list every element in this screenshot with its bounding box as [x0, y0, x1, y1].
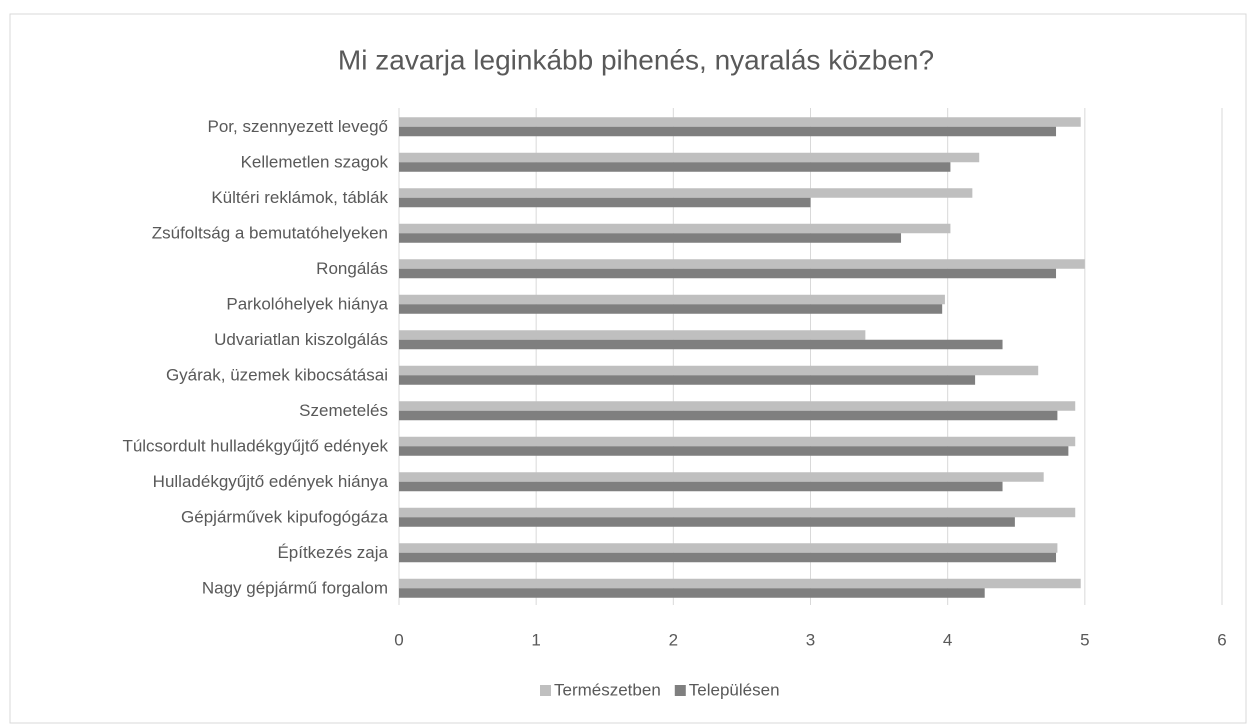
y-tick-label: Szemetelés: [299, 401, 388, 420]
y-tick-label: Gyárak, üzemek kibocsátásai: [166, 366, 388, 385]
bar: [399, 223, 951, 234]
bar: [399, 304, 943, 314]
y-tick-label: Túlcsordult hulladékgyűjtő edények: [122, 437, 388, 456]
bar: [399, 117, 1081, 127]
bar: [399, 446, 1069, 456]
bar: [399, 294, 945, 305]
bar: [399, 339, 1003, 350]
y-tick-label: Por, szennyezett levegő: [207, 117, 388, 136]
bar: [399, 162, 951, 172]
legend-swatch: [674, 685, 686, 696]
bar: [399, 375, 976, 385]
y-tick-label: Nagy gépjármű forgalom: [202, 579, 388, 598]
bar: [399, 197, 811, 208]
x-tick-label: 0: [394, 630, 403, 649]
legend-swatch: [540, 685, 551, 696]
bar: [399, 436, 1076, 447]
x-tick-label: 5: [1080, 630, 1089, 649]
bar: [399, 233, 902, 243]
x-tick-label: 2: [669, 630, 678, 649]
y-tick-label: Építkezés zaja: [277, 543, 388, 562]
bar: [399, 481, 1003, 492]
bar: [399, 126, 1057, 137]
bar: [399, 507, 1076, 518]
y-tick-label: Hulladékgyűjtő edények hiánya: [153, 472, 389, 491]
bar: [399, 472, 1044, 482]
bar: [399, 552, 1057, 563]
x-tick-label: 3: [806, 630, 815, 649]
y-tick-label: Kellemetlen szagok: [241, 153, 389, 172]
bar: [399, 365, 1039, 376]
bar: [399, 152, 980, 163]
bar: [399, 588, 985, 598]
y-tick-label: Rongálás: [316, 259, 388, 278]
x-tick-label: 6: [1217, 630, 1226, 649]
legend-label: Településen: [689, 680, 780, 699]
bar: [399, 188, 973, 198]
x-tick-label: 1: [531, 630, 540, 649]
y-tick-label: Kültéri reklámok, táblák: [211, 188, 388, 207]
bar: [399, 410, 1058, 421]
bar: [399, 330, 866, 340]
bar: [399, 259, 1085, 269]
legend-label: Természetben: [554, 680, 661, 699]
bar: [399, 578, 1081, 589]
bar: [399, 268, 1057, 279]
x-tick-label: 4: [943, 630, 952, 649]
y-tick-label: Zsúfoltság a bemutatóhelyeken: [152, 224, 388, 243]
bar: [399, 543, 1058, 553]
bar: [399, 517, 1015, 527]
y-tick-label: Udvariatlan kiszolgálás: [214, 330, 388, 349]
bar: [399, 401, 1076, 411]
y-tick-label: Gépjárművek kipufogógáza: [181, 508, 389, 527]
y-tick-label: Parkolóhelyek hiánya: [226, 295, 388, 314]
chart-title: Mi zavarja leginkább pihenés, nyaralás k…: [338, 44, 934, 75]
